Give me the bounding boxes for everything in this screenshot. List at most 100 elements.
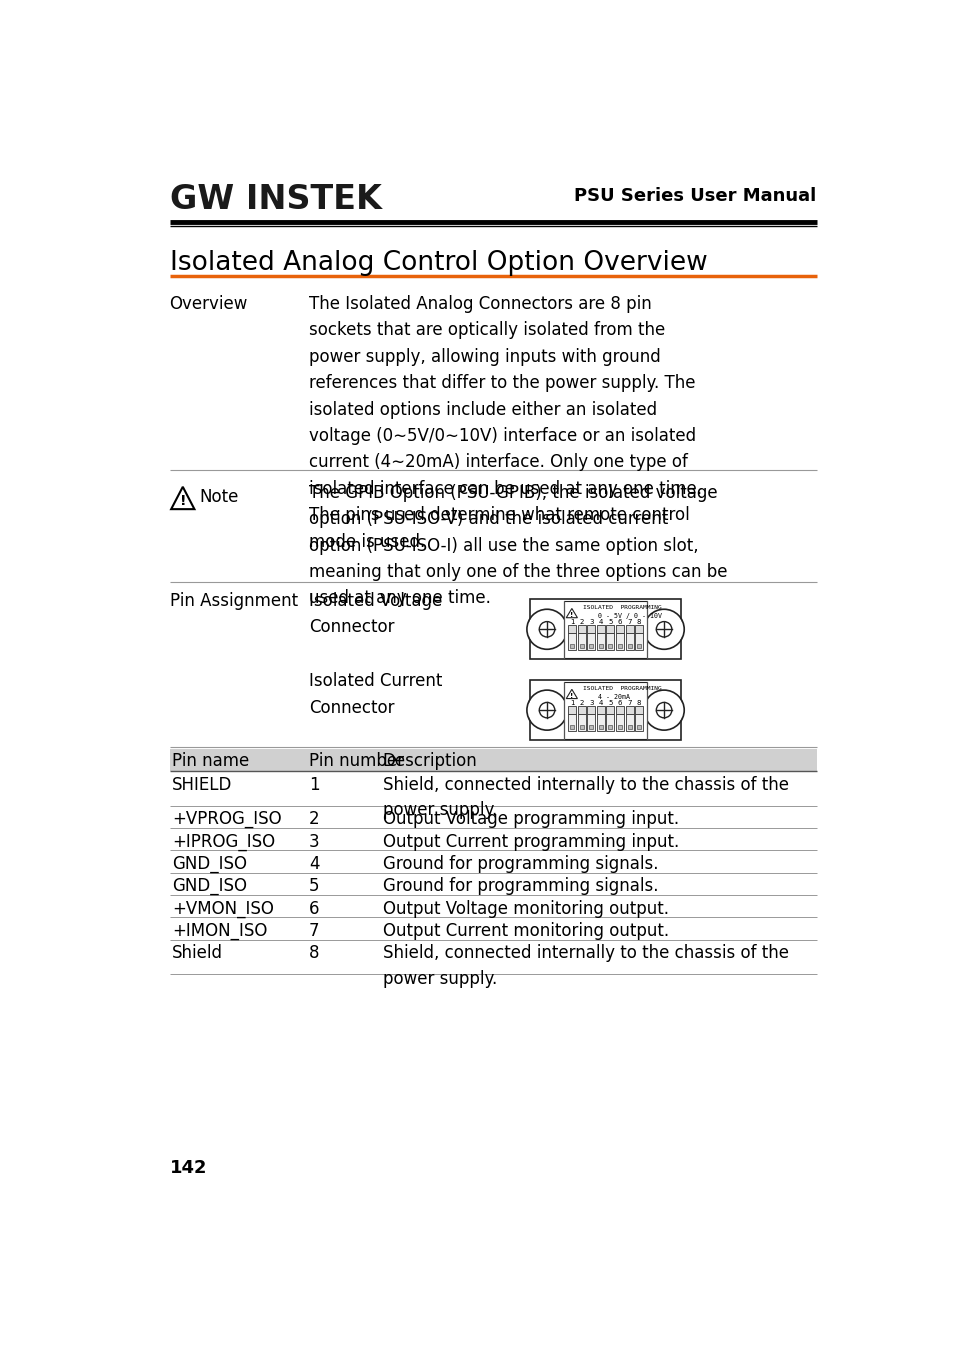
Text: 8: 8: [637, 619, 640, 625]
Bar: [586, 714, 595, 731]
Bar: [618, 724, 621, 728]
Text: PSU Series User Manual: PSU Series User Manual: [574, 186, 816, 205]
Text: 5: 5: [607, 619, 612, 625]
Bar: [597, 633, 604, 650]
Bar: [563, 681, 646, 739]
Circle shape: [527, 610, 566, 649]
Text: 4: 4: [598, 700, 602, 706]
Bar: [616, 633, 623, 650]
Text: !: !: [570, 693, 573, 699]
Bar: [577, 714, 585, 731]
Text: +IMON_ISO: +IMON_ISO: [172, 921, 267, 940]
Text: ISOLATED  PROGRAMMING: ISOLATED PROGRAMMING: [582, 606, 660, 610]
Text: 2: 2: [578, 619, 583, 625]
Text: Overview: Overview: [170, 295, 248, 313]
Text: Isolated Analog Control Option Overview: Isolated Analog Control Option Overview: [170, 251, 706, 277]
Bar: [637, 643, 640, 648]
Text: Output Current monitoring output.: Output Current monitoring output.: [382, 921, 668, 940]
Text: Shield: Shield: [172, 944, 223, 962]
Bar: [597, 626, 604, 633]
Text: +VPROG_ISO: +VPROG_ISO: [172, 811, 281, 828]
Bar: [567, 707, 576, 714]
Text: 8: 8: [309, 944, 319, 962]
Bar: [625, 707, 633, 714]
Bar: [598, 643, 602, 648]
Bar: [569, 643, 574, 648]
Bar: [635, 714, 642, 731]
Bar: [563, 600, 646, 658]
Text: Description: Description: [382, 751, 477, 770]
Text: ISOLATED  PROGRAMMING: ISOLATED PROGRAMMING: [582, 687, 660, 691]
Text: Pin number: Pin number: [309, 751, 404, 770]
Text: 3: 3: [588, 700, 593, 706]
Text: 0 - 5V / 0 - 10V: 0 - 5V / 0 - 10V: [598, 612, 661, 619]
Text: Isolated Voltage
Connector: Isolated Voltage Connector: [309, 592, 442, 635]
Bar: [567, 633, 576, 650]
Text: 2: 2: [309, 811, 319, 828]
Text: Shield, connected internally to the chassis of the
power supply.: Shield, connected internally to the chas…: [382, 944, 788, 987]
Bar: [635, 626, 642, 633]
Bar: [635, 707, 642, 714]
Bar: [627, 724, 631, 728]
Text: GW INSTEK: GW INSTEK: [170, 183, 381, 216]
Bar: [589, 643, 593, 648]
Bar: [567, 714, 576, 731]
Bar: [597, 707, 604, 714]
Text: 6: 6: [617, 619, 621, 625]
Bar: [586, 707, 595, 714]
Bar: [579, 643, 583, 648]
Bar: [569, 724, 574, 728]
Text: 142: 142: [170, 1159, 207, 1178]
Bar: [616, 714, 623, 731]
Text: 4: 4: [309, 855, 319, 873]
Text: Note: Note: [199, 487, 238, 506]
Text: 1: 1: [569, 619, 574, 625]
Bar: [589, 724, 593, 728]
Text: 1: 1: [569, 700, 574, 706]
Bar: [597, 714, 604, 731]
Text: 5: 5: [309, 877, 319, 896]
Text: Ground for programming signals.: Ground for programming signals.: [382, 877, 658, 896]
Text: 3: 3: [588, 619, 593, 625]
Text: GND_ISO: GND_ISO: [172, 877, 247, 896]
Text: Output Voltage monitoring output.: Output Voltage monitoring output.: [382, 900, 668, 917]
Text: Output Current programming input.: Output Current programming input.: [382, 832, 679, 851]
Circle shape: [527, 691, 566, 730]
Text: The GPIB Option (PSU-GPIB), the isolated voltage
option (PSU-ISO-V) and the isol: The GPIB Option (PSU-GPIB), the isolated…: [309, 484, 727, 607]
Bar: [616, 707, 623, 714]
Bar: [637, 724, 640, 728]
Text: Isolated Current
Connector: Isolated Current Connector: [309, 672, 442, 716]
Text: 7: 7: [309, 921, 319, 940]
Text: The Isolated Analog Connectors are 8 pin
sockets that are optically isolated fro: The Isolated Analog Connectors are 8 pin…: [309, 295, 701, 550]
Text: 8: 8: [637, 700, 640, 706]
Text: +IPROG_ISO: +IPROG_ISO: [172, 832, 274, 851]
Bar: [616, 626, 623, 633]
Bar: [606, 714, 614, 731]
Bar: [627, 643, 631, 648]
Text: Pin name: Pin name: [172, 751, 249, 770]
Text: 6: 6: [617, 700, 621, 706]
Bar: [530, 680, 680, 741]
Bar: [530, 599, 680, 660]
Bar: [606, 633, 614, 650]
Text: !: !: [570, 612, 573, 618]
Text: 7: 7: [627, 700, 631, 706]
Text: Ground for programming signals.: Ground for programming signals.: [382, 855, 658, 873]
Bar: [598, 724, 602, 728]
Text: 4 - 20mA: 4 - 20mA: [598, 693, 630, 700]
Text: SHIELD: SHIELD: [172, 776, 233, 793]
Text: +VMON_ISO: +VMON_ISO: [172, 900, 274, 917]
Bar: [579, 724, 583, 728]
Bar: [586, 626, 595, 633]
Bar: [625, 633, 633, 650]
Bar: [618, 643, 621, 648]
Text: Shield, connected internally to the chassis of the
power supply.: Shield, connected internally to the chas…: [382, 776, 788, 819]
Bar: [577, 633, 585, 650]
Text: 6: 6: [309, 900, 319, 917]
Circle shape: [644, 691, 682, 730]
Bar: [586, 633, 595, 650]
Bar: [577, 626, 585, 633]
Text: Output Voltage programming input.: Output Voltage programming input.: [382, 811, 679, 828]
Text: GND_ISO: GND_ISO: [172, 855, 247, 873]
Bar: [170, 749, 816, 770]
